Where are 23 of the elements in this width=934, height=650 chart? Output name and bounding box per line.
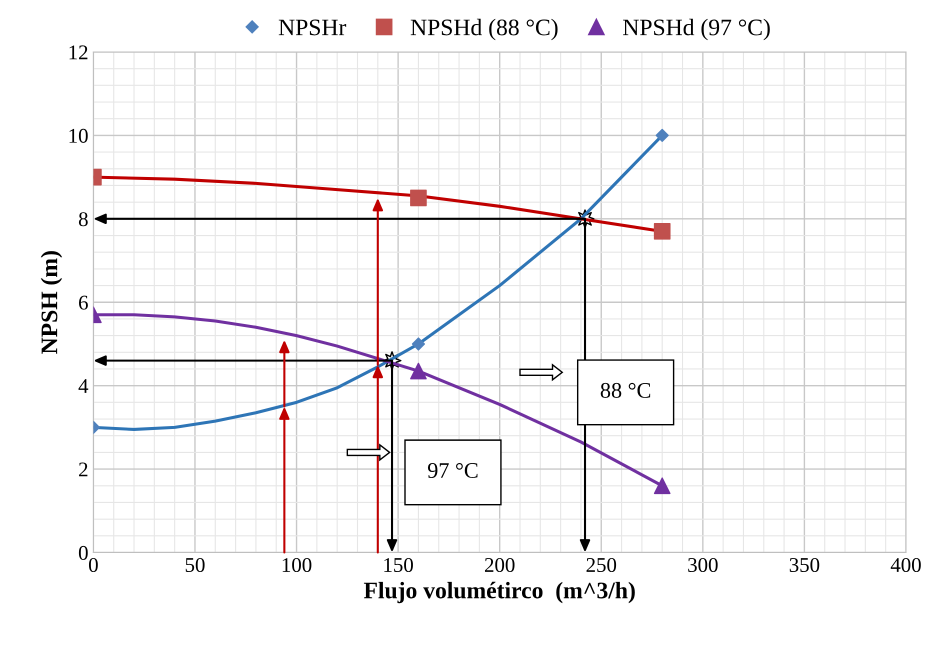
y-axis-title: NPSH (m) [40,251,62,354]
annotation: 97 °C [428,462,478,478]
x-axis-title: Flujo volumétirco (m^3/h) [364,582,635,604]
y-tick-label: 0 [78,546,88,560]
x-tick-label: 350 [790,558,820,572]
y-tick-label: 2 [79,462,88,476]
y-tick-label: 12 [70,45,88,60]
y-tick-label: 10 [70,128,88,143]
legend-label: NPSHd (88 °C) [410,18,558,40]
x-tick-label: 0 [88,558,98,572]
x-tick-label: 100 [282,558,312,572]
y-tick-label: 4 [78,379,88,393]
x-tick-label: 300 [688,558,718,572]
x-tick-label: 150 [384,558,413,572]
y-tick-label: 8 [78,212,88,226]
x-tick-label: 200 [484,558,515,572]
legend-label: NPSHr [278,20,346,36]
legend-label: NPSHd (97 °C) [623,18,770,40]
annotation: 88 °C [600,382,650,398]
x-tick-label: 50 [186,558,205,572]
y-tick-label: 6 [79,296,88,310]
x-tick-label: 400 [890,558,921,572]
x-tick-label: 250 [586,558,616,572]
